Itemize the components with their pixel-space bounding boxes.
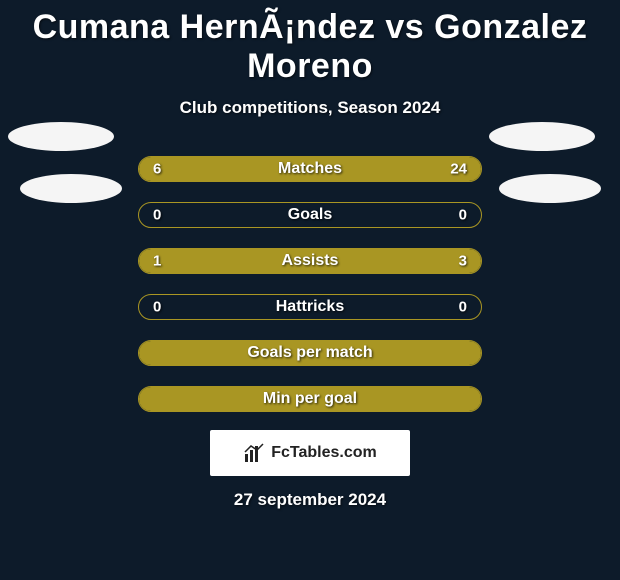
stat-row: Goals per match (138, 340, 482, 366)
stat-row: 624Matches (138, 156, 482, 182)
stats-area: 624Matches 00Goals 13Assists 00Hattricks Goa… (138, 156, 482, 412)
page-title: Cumana HernÃ¡ndez vs Gonzalez Moreno (0, 0, 620, 86)
page-subtitle: Club competitions, Season 2024 (0, 98, 620, 118)
stat-label: Hattricks (139, 298, 481, 316)
stat-row: 00Goals (138, 202, 482, 228)
stat-label: Goals per match (139, 344, 481, 362)
stat-row: 00Hattricks (138, 294, 482, 320)
date-label: 27 september 2024 (0, 490, 620, 510)
stat-row: Min per goal (138, 386, 482, 412)
stat-label: Goals (139, 206, 481, 224)
stat-row: 13Assists (138, 248, 482, 274)
placeholder-ellipse (489, 122, 595, 151)
stat-label: Matches (139, 160, 481, 178)
logo-badge: FcTables.com (210, 430, 410, 476)
placeholder-ellipse (499, 174, 601, 203)
placeholder-ellipse (20, 174, 122, 203)
stat-label: Assists (139, 252, 481, 270)
logo-text: FcTables.com (271, 444, 377, 462)
chart-icon (243, 442, 265, 464)
stat-label: Min per goal (139, 390, 481, 408)
comparison-card: Cumana HernÃ¡ndez vs Gonzalez Moreno Clu… (0, 0, 620, 580)
placeholder-ellipse (8, 122, 114, 151)
